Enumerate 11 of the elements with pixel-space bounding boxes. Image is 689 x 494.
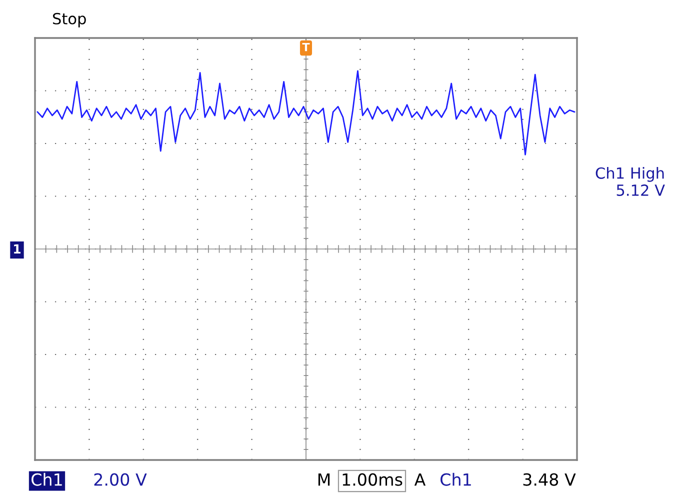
text: Ch1 bbox=[440, 472, 471, 486]
text: 1 bbox=[14, 244, 20, 254]
text: A bbox=[414, 473, 426, 486]
text: Ch1 bbox=[32, 472, 62, 486]
text: M bbox=[318, 473, 330, 486]
text: 2.00 V bbox=[94, 473, 147, 486]
text: 3.48 V bbox=[523, 473, 576, 486]
text: T bbox=[302, 42, 310, 52]
text: 1.00ms bbox=[342, 473, 402, 486]
text: Ch1 High 5.12 V bbox=[596, 167, 665, 196]
text: Stop bbox=[53, 12, 86, 28]
